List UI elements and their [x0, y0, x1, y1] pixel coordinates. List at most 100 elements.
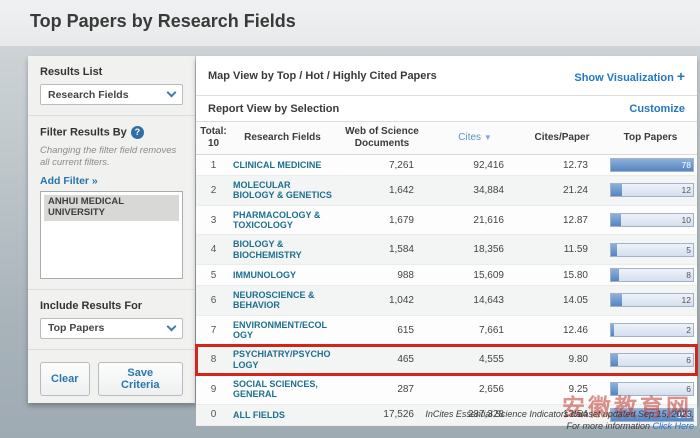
research-field-link[interactable]: SOCIAL SCIENCES, GENERAL: [233, 379, 318, 400]
click-here-link[interactable]: Click Here: [652, 420, 694, 431]
cites-per-paper-value: 12.87: [562, 214, 588, 226]
cites-per-paper-value: 9.80: [568, 354, 588, 366]
clear-button[interactable]: Clear: [40, 361, 90, 396]
cites-value: 92,416: [473, 159, 504, 171]
cites-value: 7,661: [478, 324, 504, 336]
top-papers-cell: 6: [604, 345, 697, 375]
cites-per-paper-value: 12.46: [562, 324, 588, 336]
top-papers-cell: 12: [604, 176, 697, 206]
filter-label: Filter Results By?: [40, 126, 183, 139]
wos-documents-value: 615: [397, 324, 414, 336]
cites-value: 18,356: [473, 244, 504, 256]
main-panel: Map View by Top / Hot / Highly Cited Pap…: [195, 56, 698, 426]
add-filter-link[interactable]: Add Filter »: [40, 174, 98, 187]
cites-value: 21,616: [473, 214, 504, 226]
row-rank: 3: [210, 214, 217, 226]
wos-documents-value: 1,042: [388, 294, 414, 306]
customize-link[interactable]: Customize: [629, 102, 685, 115]
plus-icon: +: [676, 67, 685, 84]
top-papers-value: 6: [686, 384, 691, 395]
row-rank: 9: [210, 383, 217, 395]
research-field-link[interactable]: NEUROSCIENCE & BEHAVIOR: [233, 290, 315, 311]
sidebar-buttons: Clear Save Criteria: [28, 348, 195, 408]
header-cites-sorted[interactable]: Cites ▼: [430, 122, 520, 155]
top-papers-bar[interactable]: 12: [610, 183, 694, 198]
top-papers-cell: 78: [604, 155, 697, 176]
wos-documents-value: 17,526: [383, 409, 414, 421]
table-row: 5 IMMUNOLOGY 988 15,609 15.80 8: [196, 264, 697, 286]
top-papers-bar-fill: [611, 184, 622, 197]
research-field-link[interactable]: ENVIRONMENT/ECOLOGY: [233, 319, 328, 341]
research-field-link[interactable]: IMMUNOLOGY: [233, 269, 296, 280]
top-papers-bar-fill: [611, 159, 693, 171]
research-field-link[interactable]: CLINICAL MEDICINE: [233, 159, 322, 170]
top-papers-bar[interactable]: 6: [610, 352, 694, 367]
top-papers-bar-fill: [611, 408, 693, 421]
cites-value: 237,328: [467, 409, 504, 421]
top-papers-cell: 158: [604, 404, 697, 425]
row-rank: 7: [210, 324, 217, 336]
results-table: Total: 10 Research Fields Web of Science…: [195, 122, 698, 426]
results-list-dropdown[interactable]: Research Fields: [40, 84, 183, 105]
top-papers-cell: 10: [604, 205, 697, 235]
filter-note: Changing the filter field removes all cu…: [40, 145, 177, 168]
show-visualization-link[interactable]: Show Visualization +: [574, 68, 685, 84]
top-papers-bar[interactable]: 2: [610, 323, 694, 338]
footer: InCites Essential Science Indicators dat…: [425, 408, 694, 432]
question-mark-icon[interactable]: ?: [130, 126, 144, 139]
top-papers-value: 5: [686, 244, 691, 255]
research-field-link[interactable]: MOLECULAR BIOLOGY & GENETICS: [233, 180, 332, 201]
include-results-section: Include Results For Top Papers: [28, 288, 195, 349]
top-papers-bar-fill: [611, 353, 619, 366]
top-papers-cell: 12: [604, 286, 697, 316]
top-papers-bar[interactable]: 158: [610, 407, 694, 422]
footer-more-info: For more information Click Here: [425, 420, 694, 432]
footer-more-info-prefix: For more information: [566, 420, 653, 431]
table-row: 4 BIOLOGY & BIOCHEMISTRY 1,584 18,356 11.59 5: [196, 234, 697, 265]
research-field-link[interactable]: BIOLOGY & BIOCHEMISTRY: [233, 239, 302, 260]
table-row: 7 ENVIRONMENT/ECOLOGY 615 7,661 12.46 2: [196, 315, 697, 345]
report-view-bar: Report View by Selection Customize: [196, 96, 697, 122]
listbox-item[interactable]: ANHUI MEDICAL UNIVERSITY: [44, 194, 179, 221]
sort-descending-icon: ▼: [483, 133, 492, 142]
top-papers-cell: 8: [604, 265, 697, 286]
header-cites-per-paper[interactable]: Cites/Paper: [520, 122, 604, 155]
cites-per-paper-value: 12.73: [562, 159, 588, 171]
header-total: Total: 10: [196, 122, 231, 155]
header-wos-documents[interactable]: Web of Science Documents: [334, 122, 430, 155]
wos-documents-value: 988: [397, 269, 414, 281]
cites-value: 14,643: [473, 294, 504, 306]
research-field-link[interactable]: PHARMACOLOGY & TOXICOLOGY: [233, 209, 321, 231]
cites-value: 2,656: [478, 383, 504, 395]
research-field-link[interactable]: PSYCHIATRY/PSYCHOLOGY: [233, 349, 331, 370]
wos-documents-value: 1,642: [388, 184, 414, 196]
header-research-fields[interactable]: Research Fields: [231, 122, 334, 155]
research-field-link[interactable]: ALL FIELDS: [233, 409, 285, 420]
table-header-row: Total: 10 Research Fields Web of Science…: [196, 122, 697, 155]
chevron-down-icon: [166, 87, 177, 98]
filter-section: Filter Results By? Changing the filter f…: [28, 115, 195, 289]
table-row: 3 PHARMACOLOGY & TOXICOLOGY 1,679 21,616 12.…: [196, 205, 697, 235]
top-papers-bar[interactable]: 5: [610, 242, 694, 257]
cites-per-paper-value: 9.25: [568, 383, 588, 395]
top-papers-value: 158: [676, 409, 691, 420]
cites-per-paper-value: 21.24: [562, 184, 588, 196]
top-papers-bar[interactable]: 78: [610, 158, 694, 172]
row-rank: 1: [210, 159, 217, 171]
top-papers-cell: 2: [604, 315, 697, 345]
top-papers-value: 12: [681, 185, 691, 196]
title-strip: [0, 0, 700, 46]
header-top-papers[interactable]: Top Papers: [604, 122, 697, 155]
cites-value: 4,555: [478, 354, 504, 366]
row-rank: 2: [210, 184, 217, 196]
save-criteria-button[interactable]: Save Criteria: [97, 361, 183, 396]
top-papers-bar[interactable]: 6: [610, 382, 694, 397]
wos-documents-value: 465: [397, 354, 414, 366]
filter-listbox[interactable]: ANHUI MEDICAL UNIVERSITY: [40, 190, 183, 279]
top-papers-bar[interactable]: 8: [610, 268, 694, 283]
include-results-dropdown[interactable]: Top Papers: [40, 317, 183, 339]
top-papers-bar[interactable]: 10: [610, 213, 694, 228]
table-row: 0 ALL FIELDS 17,526 237,328 13.54 158: [196, 404, 697, 426]
chevron-down-icon: [166, 321, 177, 332]
top-papers-bar[interactable]: 12: [610, 293, 694, 308]
